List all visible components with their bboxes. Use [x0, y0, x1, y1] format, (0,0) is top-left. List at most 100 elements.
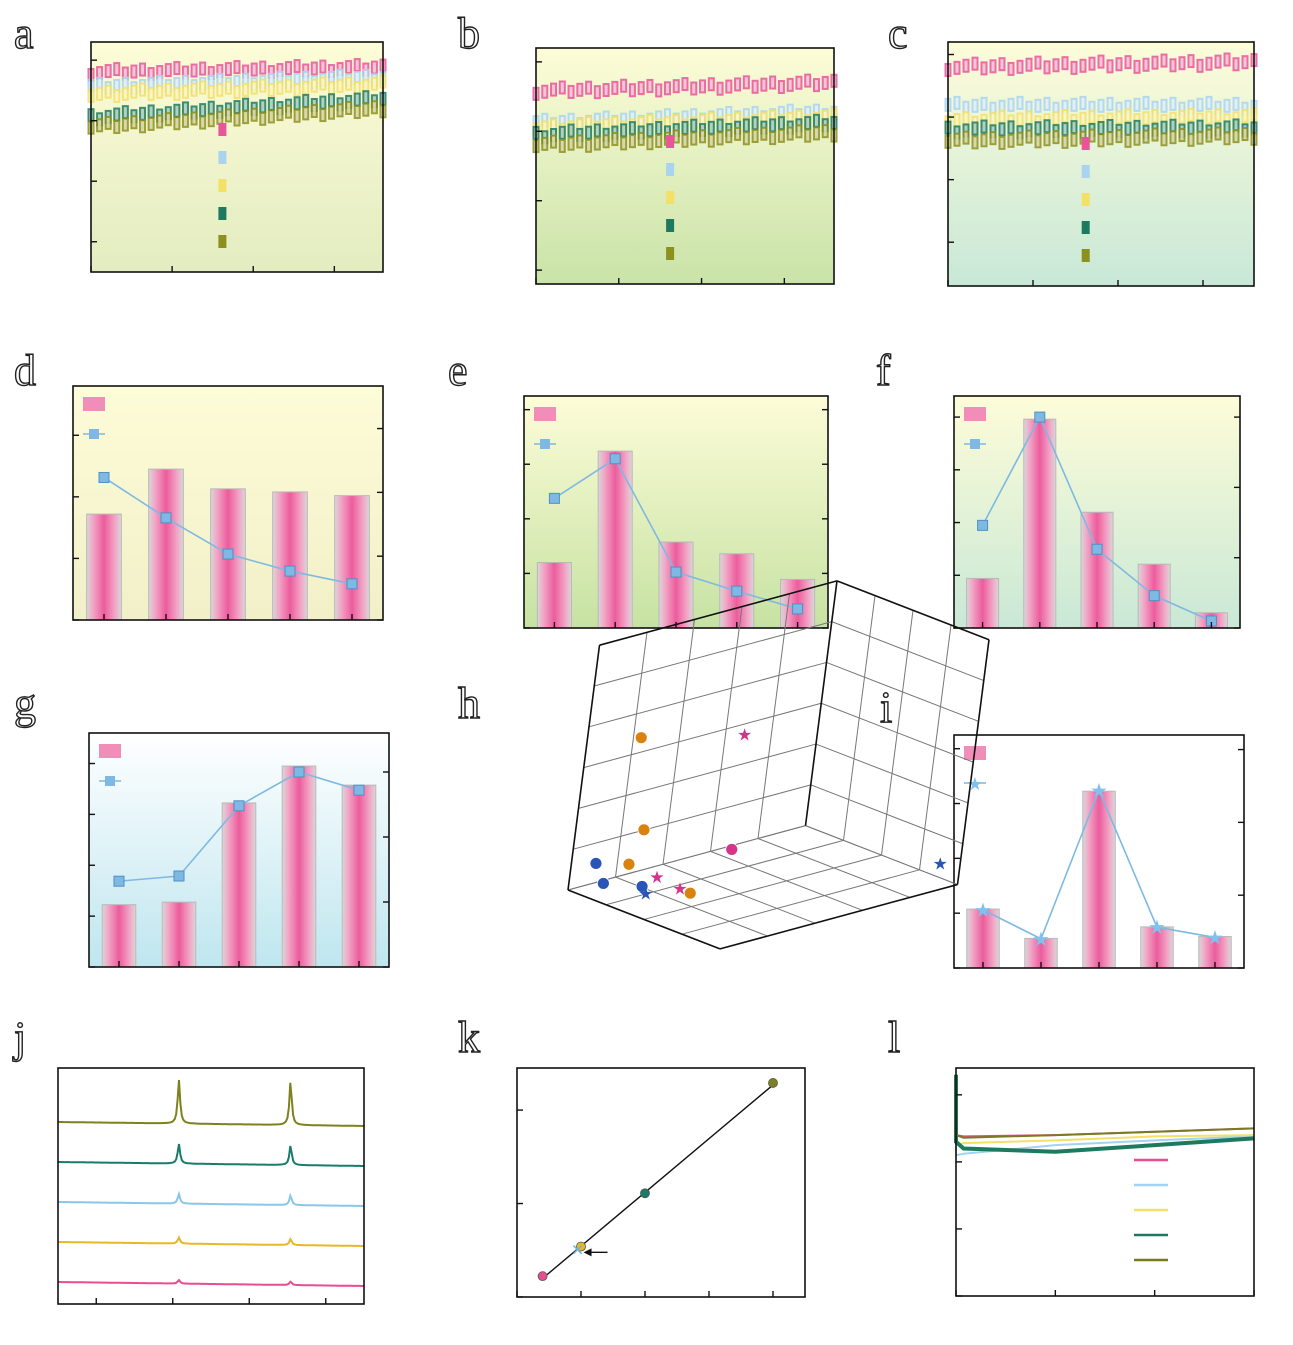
marker-highlight	[736, 79, 740, 90]
grid-line	[805, 825, 958, 886]
marker-highlight	[321, 61, 325, 72]
marker-highlight	[1225, 100, 1229, 111]
marker-highlight	[1063, 136, 1067, 147]
marker-highlight	[630, 112, 634, 123]
marker-highlight	[1099, 56, 1103, 67]
marker-highlight	[1099, 135, 1103, 146]
marker-highlight	[218, 112, 222, 123]
marker-highlight	[964, 102, 968, 113]
marker-highlight	[304, 82, 308, 93]
marker-highlight	[98, 120, 102, 131]
marker-highlight	[648, 116, 652, 127]
marker-highlight	[788, 105, 792, 116]
marker-highlight	[788, 113, 792, 124]
plot-background	[948, 42, 1254, 286]
fe-marker	[977, 519, 989, 531]
marker-highlight	[1198, 121, 1202, 132]
marker-highlight	[141, 108, 145, 119]
bar	[272, 491, 308, 621]
marker-highlight	[1117, 131, 1121, 142]
marker-highlight	[797, 126, 801, 137]
fe-series	[548, 453, 804, 615]
marker-highlight	[595, 114, 599, 125]
marker-highlight	[639, 83, 643, 94]
marker-highlight	[1081, 113, 1085, 124]
marker-highlight	[543, 138, 547, 149]
marker-highlight	[569, 114, 573, 125]
marker-highlight	[657, 123, 661, 134]
marker-highlight	[115, 121, 119, 132]
marker-highlight	[183, 76, 187, 87]
marker-highlight	[175, 63, 179, 74]
marker-highlight	[1036, 136, 1040, 147]
grid-line	[594, 621, 832, 687]
fe-marker	[98, 471, 110, 483]
marker-highlight	[1117, 59, 1121, 70]
marker-highlight	[1180, 103, 1184, 114]
marker-highlight	[779, 107, 783, 118]
marker-highlight	[622, 138, 626, 149]
marker-highlight	[569, 86, 573, 97]
marker-highlight	[1225, 133, 1229, 144]
marker-highlight	[657, 112, 661, 123]
marker-highlight	[823, 126, 827, 137]
marker-highlight	[1234, 98, 1238, 109]
marker-highlight	[1135, 133, 1139, 144]
marker-highlight	[1225, 54, 1229, 65]
fe-marker: ★	[1206, 927, 1224, 949]
marker-highlight	[982, 63, 986, 74]
marker-highlight	[329, 72, 333, 83]
marker-highlight	[701, 81, 705, 92]
marker-highlight	[1243, 57, 1247, 68]
bar	[148, 468, 184, 621]
panel-d	[72, 385, 384, 621]
grid-line	[757, 838, 911, 898]
panel-a	[87, 41, 387, 273]
marker-highlight	[312, 106, 316, 117]
marker-highlight	[1099, 100, 1103, 111]
marker-highlight	[622, 80, 626, 91]
grid-line	[588, 661, 827, 728]
stability-line	[955, 1074, 1255, 1147]
marker-highlight	[158, 86, 162, 97]
marker-highlight	[312, 63, 316, 74]
marker-highlight	[1153, 102, 1157, 113]
point-marker: ★	[737, 726, 752, 745]
marker-highlight	[1081, 97, 1085, 108]
marker-highlight	[604, 136, 608, 147]
marker-highlight	[321, 97, 325, 108]
marker-highlight	[744, 77, 748, 88]
marker-highlight	[955, 115, 959, 126]
marker-highlight	[1144, 113, 1148, 124]
marker-highlight	[269, 98, 273, 109]
fe-marker: ★	[1148, 917, 1166, 939]
marker-highlight	[595, 87, 599, 98]
grid-line	[662, 619, 695, 865]
marker-highlight	[175, 78, 179, 89]
marker-highlight	[1027, 131, 1031, 142]
marker-highlight	[1018, 114, 1022, 125]
marker-highlight	[141, 121, 145, 132]
legend-marker	[970, 439, 980, 449]
marker-highlight	[218, 74, 222, 85]
marker-highlight	[1234, 113, 1238, 124]
marker-highlight	[201, 63, 205, 74]
marker-highlight	[639, 133, 643, 144]
marker-highlight	[543, 86, 547, 97]
marker-highlight	[209, 86, 213, 97]
bar	[1082, 790, 1116, 969]
marker-highlight	[1054, 103, 1058, 114]
marker-highlight	[762, 128, 766, 139]
marker-highlight	[278, 109, 282, 120]
marker-highlight	[1090, 58, 1094, 69]
marker-highlight	[771, 111, 775, 122]
marker-highlight	[1090, 102, 1094, 113]
fe-marker	[346, 578, 358, 590]
marker-highlight	[209, 102, 213, 113]
fe-marker	[222, 548, 234, 560]
marker-highlight	[304, 95, 308, 106]
panel-i: ★★★★ ★★	[953, 734, 1245, 969]
marker-highlight	[123, 119, 127, 130]
marker-highlight	[295, 74, 299, 85]
marker-highlight	[1198, 114, 1202, 125]
